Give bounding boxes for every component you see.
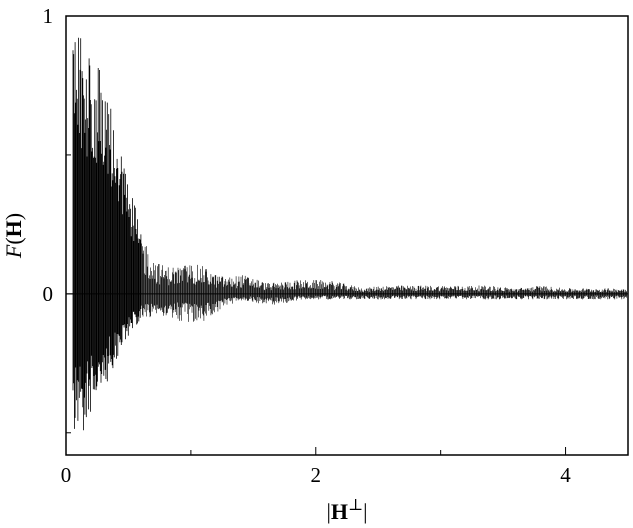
y-tick-label: 0	[43, 282, 54, 306]
signal-series	[72, 37, 628, 431]
tick-labels: 0 2 4 0 1	[43, 4, 572, 487]
x-axis-label-superscript: ⊥	[348, 497, 363, 514]
x-tick-label: 2	[311, 463, 322, 487]
x-axis-label-open: |	[327, 499, 331, 524]
y-axis-label: F(H)	[1, 213, 26, 259]
x-axis-label-symbol: H	[331, 499, 348, 524]
y-tick-label: 1	[43, 4, 54, 28]
y-axis-label-close: )	[1, 213, 26, 220]
x-tick-label: 0	[61, 463, 72, 487]
x-axis-label-close: |	[363, 499, 367, 524]
x-axis-label: |H⊥|	[327, 497, 368, 524]
y-axis-label-open: (	[1, 237, 26, 244]
x-tick-label: 4	[560, 463, 571, 487]
y-axis-label-symbol: H	[1, 220, 26, 237]
y-axis-label-italic: F	[1, 244, 26, 259]
plot-frame	[65, 15, 629, 456]
